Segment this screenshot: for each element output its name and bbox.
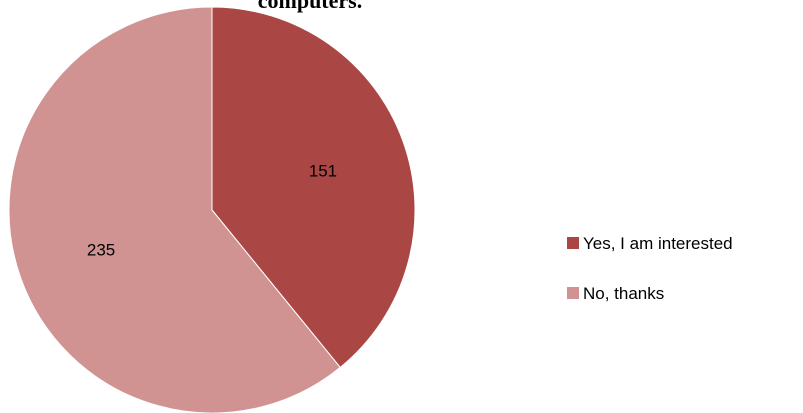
legend-label: Yes, I am interested xyxy=(583,234,733,253)
chart-title: computers. xyxy=(258,0,362,13)
data-label: 235 xyxy=(87,240,115,259)
legend-swatch xyxy=(567,287,579,299)
data-label: 151 xyxy=(309,162,337,181)
pie-slice xyxy=(8,6,341,413)
legend-swatch xyxy=(567,237,579,249)
legend-label: No, thanks xyxy=(583,284,664,303)
pie-slice xyxy=(211,6,416,369)
